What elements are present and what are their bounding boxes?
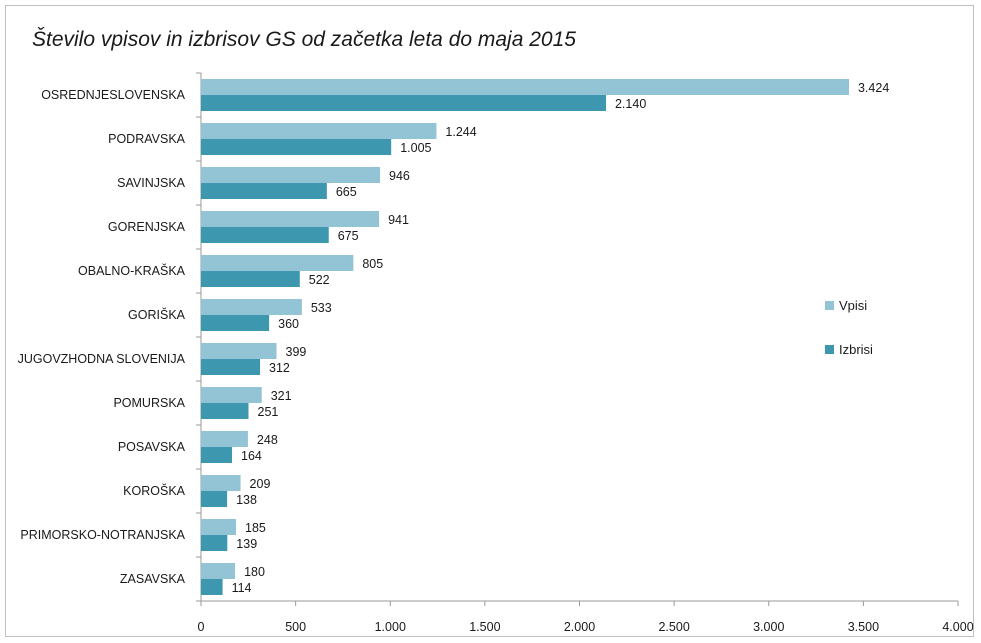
bar-vpisi-10: [201, 519, 237, 535]
data-label: 805: [362, 257, 383, 271]
legend-swatch-vpisi: [825, 301, 834, 310]
category-label: OBALNO-KRAŠKA: [78, 263, 186, 278]
bar-izbrisi-9: [201, 491, 228, 507]
bar-izbrisi-4: [201, 271, 300, 287]
data-label: 360: [278, 317, 299, 331]
data-label: 533: [311, 301, 332, 315]
category-label: SAVINJSKA: [117, 176, 186, 190]
x-tick-label: 2.500: [658, 620, 689, 634]
bar-vpisi-3: [201, 211, 380, 227]
bar-izbrisi-6: [201, 359, 261, 375]
x-tick-label: 3.500: [848, 620, 879, 634]
bar-vpisi-9: [201, 475, 241, 491]
data-label: 2.140: [615, 97, 646, 111]
bar-vpisi-0: [201, 79, 849, 95]
data-label: 1.005: [400, 141, 431, 155]
data-label: 185: [245, 521, 266, 535]
bar-izbrisi-10: [201, 535, 228, 551]
category-label: POMURSKA: [113, 396, 185, 410]
category-label: PODRAVSKA: [108, 132, 186, 146]
x-tick-label: 3.000: [753, 620, 784, 634]
bar-izbrisi-5: [201, 315, 270, 331]
bar-vpisi-2: [201, 167, 381, 183]
data-label: 665: [336, 185, 357, 199]
bar-izbrisi-8: [201, 447, 233, 463]
data-label: 399: [286, 345, 307, 359]
category-label: ZASAVSKA: [120, 572, 186, 586]
bar-vpisi-1: [201, 123, 437, 139]
x-tick-label: 0: [198, 620, 205, 634]
data-label: 138: [236, 493, 257, 507]
data-label: 114: [232, 581, 252, 595]
bar-izbrisi-0: [201, 95, 606, 111]
data-label: 522: [309, 273, 330, 287]
x-tick-label: 4.000: [942, 620, 973, 634]
bar-izbrisi-3: [201, 227, 329, 243]
legend-label-vpisi: Vpisi: [839, 298, 867, 313]
data-label: 312: [269, 361, 290, 375]
x-tick-label: 1.000: [375, 620, 406, 634]
x-tick-label: 500: [285, 620, 306, 634]
category-label: GORENJSKA: [108, 220, 186, 234]
chart-title: Število vpisov in izbrisov GS od začetka…: [32, 28, 576, 51]
bar-izbrisi-7: [201, 403, 249, 419]
data-label: 180: [244, 565, 265, 579]
data-label: 251: [258, 405, 279, 419]
legend-swatch-izbrisi: [825, 345, 834, 354]
bar-izbrisi-11: [201, 579, 223, 595]
x-tick-label: 1.500: [469, 620, 500, 634]
bar-vpisi-6: [201, 343, 277, 359]
bar-izbrisi-1: [201, 139, 392, 155]
data-label: 139: [236, 537, 257, 551]
data-label: 3.424: [858, 81, 889, 95]
bar-vpisi-5: [201, 299, 302, 315]
data-label: 941: [388, 213, 409, 227]
data-label: 248: [257, 433, 278, 447]
x-tick-label: 2.000: [564, 620, 595, 634]
data-label: 209: [250, 477, 271, 491]
category-label: POSAVSKA: [118, 440, 186, 454]
bar-vpisi-7: [201, 387, 262, 403]
data-label: 164: [241, 449, 262, 463]
category-label: KOROŠKA: [123, 483, 185, 498]
bar-vpisi-4: [201, 255, 354, 271]
data-label: 675: [338, 229, 359, 243]
bar-vpisi-11: [201, 563, 236, 579]
data-label: 321: [271, 389, 292, 403]
bar-izbrisi-2: [201, 183, 327, 199]
data-label: 946: [389, 169, 410, 183]
category-label: OSREDNJESLOVENSKA: [41, 88, 185, 102]
category-label: PRIMORSKO-NOTRANJSKA: [20, 528, 185, 542]
legend-label-izbrisi: Izbrisi: [839, 342, 873, 357]
data-label: 1.244: [445, 125, 476, 139]
bar-vpisi-8: [201, 431, 248, 447]
category-label: GORIŠKA: [128, 307, 186, 322]
category-label: JUGOVZHODNA SLOVENIJA: [18, 352, 186, 366]
